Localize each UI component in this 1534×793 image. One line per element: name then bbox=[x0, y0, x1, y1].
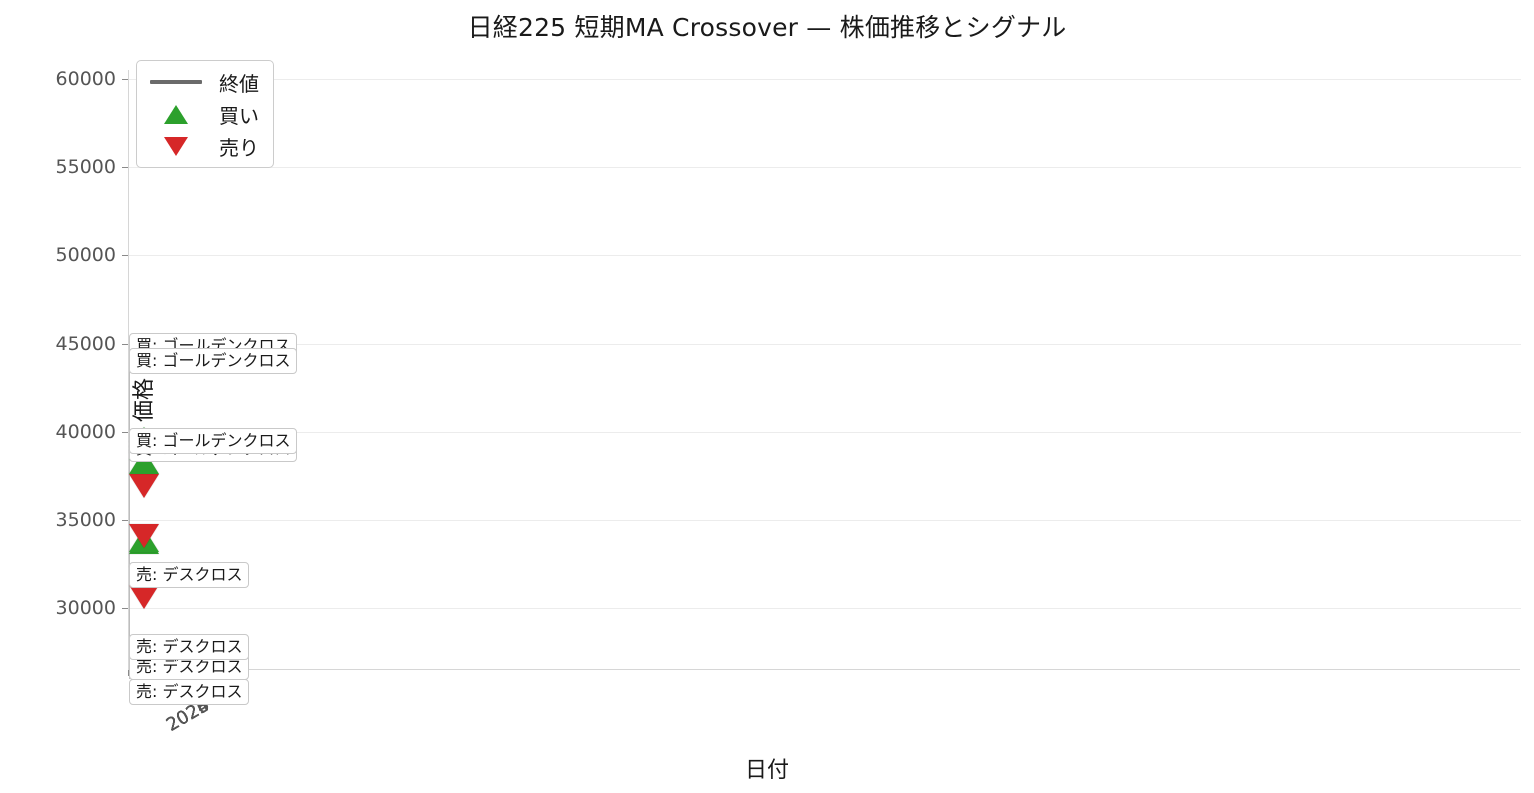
gridline-y bbox=[129, 608, 1521, 610]
annotation-leader-line bbox=[129, 370, 130, 436]
legend-item-sell[interactable]: 売り bbox=[147, 134, 259, 160]
legend-label-close: 終値 bbox=[219, 71, 259, 96]
gridline-y bbox=[129, 520, 1521, 521]
legend-item-close[interactable]: 終値 bbox=[147, 70, 259, 96]
gridline-y bbox=[129, 431, 1521, 433]
y-tick-label: 45000 bbox=[55, 332, 116, 355]
price-line-series bbox=[129, 70, 1521, 670]
triangle-down-icon bbox=[129, 523, 159, 548]
y-tick-label: 30000 bbox=[55, 597, 116, 620]
y-tick-label: 40000 bbox=[55, 420, 116, 443]
gridline-y bbox=[129, 78, 1521, 80]
sell-signal-marker[interactable] bbox=[129, 585, 159, 610]
sell-signal-marker[interactable] bbox=[129, 523, 159, 548]
signal-annotation-label: 売: デスクロス bbox=[129, 633, 250, 660]
line-swatch-icon bbox=[147, 80, 205, 84]
signal-annotation-label: 売: デスクロス bbox=[129, 562, 250, 589]
legend-item-buy[interactable]: 買い bbox=[147, 102, 259, 128]
signal-annotation-label: 買: ゴールデンクロス bbox=[129, 427, 298, 454]
y-tick-label: 60000 bbox=[55, 67, 116, 90]
triangle-down-icon bbox=[129, 474, 159, 499]
signal-annotation-label: 売: デスクロス bbox=[129, 679, 250, 706]
triangle-down-icon bbox=[147, 136, 205, 156]
legend-label-sell: 売り bbox=[219, 135, 259, 160]
y-tick-label: 50000 bbox=[55, 244, 116, 267]
gridline-y bbox=[129, 343, 1521, 345]
sell-signal-marker[interactable] bbox=[129, 474, 159, 499]
triangle-up-icon bbox=[147, 104, 205, 124]
triangle-down-icon bbox=[129, 585, 159, 610]
gridline-y bbox=[129, 167, 1521, 169]
x-axis-label: 日付 bbox=[744, 758, 789, 783]
chart-title: 日経225 短期MA Crossover — 株価推移とシグナル bbox=[467, 13, 1067, 42]
y-tick-label: 55000 bbox=[55, 156, 116, 179]
legend-label-buy: 買い bbox=[219, 103, 259, 128]
signal-annotation-label: 買: ゴールデンクロス bbox=[129, 348, 298, 374]
y-tick-label: 35000 bbox=[55, 509, 116, 531]
gridline-y bbox=[129, 255, 1521, 257]
chart-legend: 終値 買い 売り bbox=[136, 60, 274, 168]
